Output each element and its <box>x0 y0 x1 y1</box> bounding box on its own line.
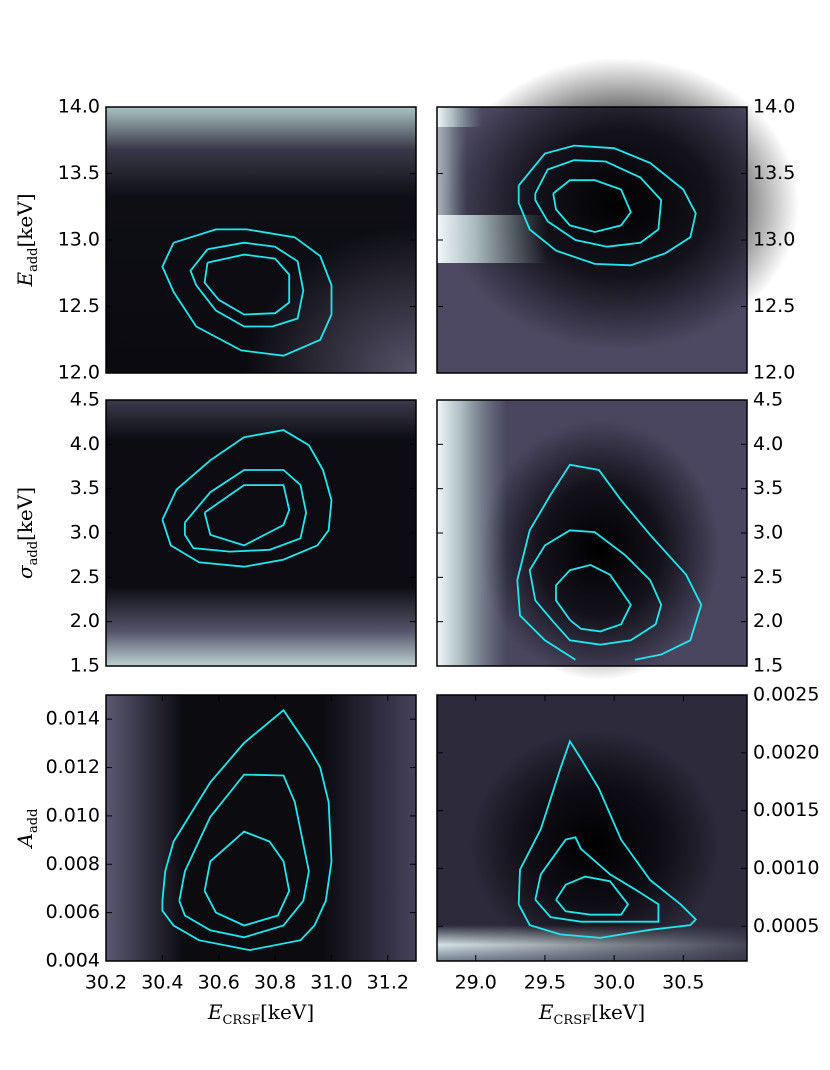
heatmap <box>437 127 467 215</box>
y-tick-label: 0.014 <box>46 708 100 730</box>
y-tick-label: 2.0 <box>753 610 783 632</box>
heatmap <box>106 400 416 666</box>
contour-line <box>203 830 291 927</box>
contour-line <box>516 463 703 661</box>
x-tick-label: 30.0 <box>593 972 635 994</box>
axis-label: σadd[keV] <box>13 487 41 579</box>
y-tick-label: 1.5 <box>753 655 783 677</box>
y-tick-label: 4.5 <box>70 389 100 411</box>
contour-line <box>552 179 632 233</box>
contour-line <box>184 469 308 553</box>
y-tick-label: 12.0 <box>58 362 100 384</box>
y-tick-label: 0.012 <box>46 756 100 778</box>
label-subscript: add <box>26 809 41 833</box>
y-tick-label: 3.5 <box>753 477 783 499</box>
heatmap <box>106 695 416 961</box>
contour-line <box>555 875 630 916</box>
contour-line <box>161 429 333 568</box>
contour-line <box>189 241 305 328</box>
label-symbol: E <box>13 272 37 288</box>
x-tick-label: 30.5 <box>662 972 704 994</box>
y-tick-label: 0.010 <box>46 804 100 826</box>
label-subscript: CRSF <box>553 1013 591 1028</box>
label-unit: [keV] <box>591 1000 645 1024</box>
y-tick-label: 1.5 <box>70 655 100 677</box>
contour-line <box>161 708 333 952</box>
contour-line <box>517 144 697 267</box>
x-tick-label: 31.0 <box>310 972 352 994</box>
y-tick-label: 0.0015 <box>753 799 819 821</box>
y-tick-label: 0.0010 <box>753 857 819 879</box>
y-tick-label: 3.0 <box>70 522 100 544</box>
plot-frame <box>436 694 748 962</box>
contour-line <box>555 563 632 633</box>
label-subscript: add <box>26 541 41 565</box>
y-tick-label: 3.5 <box>70 477 100 499</box>
x-tick-label: 30.2 <box>85 972 127 994</box>
heatmap <box>437 215 547 263</box>
x-tick-label: 30.8 <box>254 972 296 994</box>
axis-label: Eadd[keV] <box>13 193 41 287</box>
label-unit: [keV] <box>13 487 37 541</box>
y-tick-label: 0.006 <box>46 901 100 923</box>
y-tick-label: 2.5 <box>753 566 783 588</box>
label-unit: [keV] <box>13 193 37 247</box>
label-subscript: add <box>26 248 41 272</box>
contour-line <box>517 739 698 939</box>
y-tick-label: 4.5 <box>753 389 783 411</box>
y-tick-label: 12.0 <box>753 362 795 384</box>
axis-label: ECRSF[keV] <box>538 1000 645 1028</box>
y-tick-label: 0.0005 <box>753 915 819 937</box>
y-tick-label: 14.0 <box>753 96 795 118</box>
heatmap <box>437 107 482 127</box>
x-tick-label: 30.6 <box>198 972 240 994</box>
y-tick-label: 13.5 <box>58 162 100 184</box>
label-symbol: E <box>207 1000 223 1024</box>
y-tick-label: 13.0 <box>58 229 100 251</box>
x-tick-label: 30.4 <box>141 972 183 994</box>
y-tick-label: 0.0025 <box>753 684 819 706</box>
x-tick-label: 29.5 <box>524 972 566 994</box>
contour-line <box>203 253 291 316</box>
label-symbol: σ <box>13 564 37 579</box>
label-unit: [keV] <box>260 1000 314 1024</box>
heatmap <box>106 107 416 373</box>
y-tick-label: 0.004 <box>46 950 100 972</box>
y-tick-label: 3.0 <box>753 522 783 544</box>
y-tick-label: 2.0 <box>70 610 100 632</box>
y-tick-label: 4.0 <box>753 433 783 455</box>
contour-line <box>178 773 310 939</box>
x-tick-label: 29.0 <box>455 972 497 994</box>
y-tick-label: 12.5 <box>58 295 100 317</box>
contour-line <box>534 836 660 923</box>
label-symbol: A <box>13 833 37 849</box>
contour-line <box>203 484 291 547</box>
heatmap <box>437 925 747 961</box>
heatmap <box>480 420 720 680</box>
label-symbol: E <box>538 1000 554 1024</box>
y-tick-label: 0.008 <box>46 853 100 875</box>
contour-line <box>161 228 333 357</box>
y-tick-label: 2.5 <box>70 566 100 588</box>
contour-line <box>528 529 663 646</box>
y-tick-label: 13.5 <box>753 162 795 184</box>
y-tick-label: 14.0 <box>58 96 100 118</box>
plot-frame <box>105 694 417 962</box>
axis-label: Aadd <box>13 809 41 850</box>
y-tick-label: 0.0020 <box>753 741 819 763</box>
y-tick-label: 13.0 <box>753 229 795 251</box>
label-subscript: CRSF <box>222 1013 260 1028</box>
y-tick-label: 12.5 <box>753 295 795 317</box>
contour-line <box>534 159 663 248</box>
axis-label: ECRSF[keV] <box>207 1000 314 1028</box>
y-tick-label: 4.0 <box>70 433 100 455</box>
heatmap <box>437 400 507 666</box>
x-tick-label: 31.2 <box>367 972 409 994</box>
